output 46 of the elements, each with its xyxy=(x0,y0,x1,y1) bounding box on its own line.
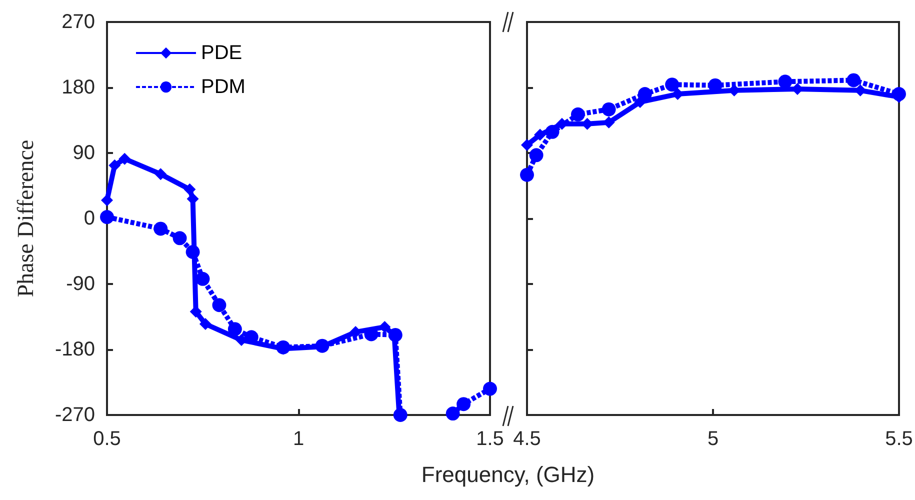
y-axis-title: Phase Difference xyxy=(13,140,38,298)
x-tick-label: 1 xyxy=(292,428,304,450)
y-tick-label: 270 xyxy=(62,11,95,33)
point xyxy=(154,168,167,180)
point xyxy=(602,102,616,116)
point xyxy=(521,138,533,151)
point xyxy=(100,210,114,224)
x-tick-label: 1.5 xyxy=(476,428,504,450)
point xyxy=(378,320,391,333)
y-tick-label: -90 xyxy=(66,273,95,295)
point xyxy=(276,340,290,354)
point xyxy=(212,298,226,312)
y-tick-label: 90 xyxy=(72,142,95,164)
y-tick-label: 180 xyxy=(62,76,95,98)
point xyxy=(228,322,242,336)
point xyxy=(118,152,131,165)
point xyxy=(570,107,585,122)
point xyxy=(892,87,906,102)
point xyxy=(172,231,187,246)
point xyxy=(545,124,560,139)
point xyxy=(534,128,546,141)
legend-label: PDM xyxy=(201,76,246,98)
point xyxy=(483,382,497,396)
point xyxy=(184,183,196,196)
point xyxy=(456,397,471,412)
x-tick-label: 5 xyxy=(707,428,719,450)
x-tick-label: 5.5 xyxy=(885,428,913,450)
legend-label: PDE xyxy=(201,42,242,64)
y-tick-label: 0 xyxy=(84,208,95,230)
point xyxy=(199,318,212,330)
point xyxy=(846,73,861,88)
point xyxy=(154,222,168,236)
point xyxy=(186,244,200,259)
x-tick-label: 0.5 xyxy=(93,428,121,450)
point xyxy=(446,406,460,421)
point xyxy=(665,78,680,92)
point xyxy=(778,74,792,89)
point xyxy=(520,168,534,182)
point xyxy=(196,272,210,286)
y-tick-label: -270 xyxy=(54,404,95,426)
x-tick-label: 4.5 xyxy=(513,428,541,450)
y-tick-label: -180 xyxy=(54,338,95,360)
point xyxy=(108,159,121,172)
x-axis-title: Frequency, (GHz) xyxy=(420,462,596,488)
point xyxy=(529,148,544,162)
point xyxy=(101,194,113,206)
